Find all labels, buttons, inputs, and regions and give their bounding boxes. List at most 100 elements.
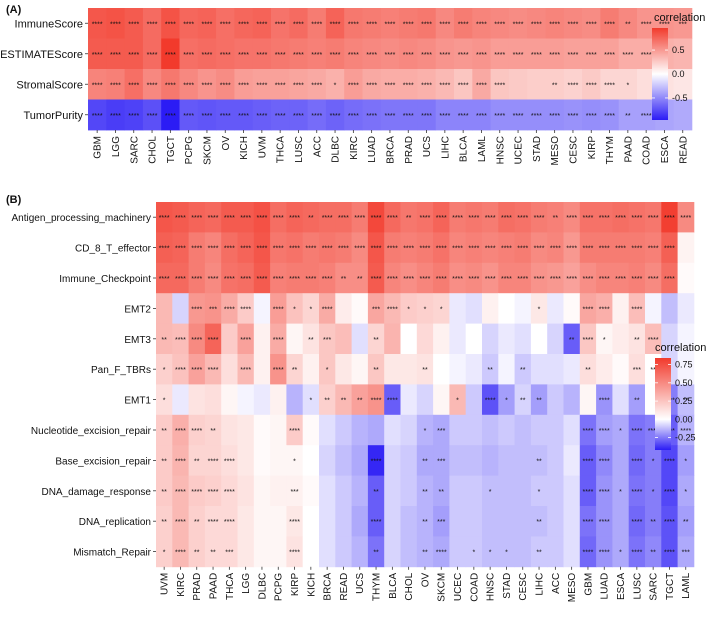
significance-label: ** bbox=[357, 398, 363, 405]
row-label: EMT2 bbox=[124, 304, 151, 315]
significance-label: **** bbox=[631, 276, 642, 283]
heatmap-cell bbox=[490, 38, 510, 70]
significance-label: **** bbox=[147, 52, 158, 59]
significance-label: **** bbox=[159, 276, 170, 283]
heatmap-cell bbox=[563, 384, 581, 416]
heatmap-cell bbox=[645, 506, 662, 537]
heatmap-cell bbox=[237, 202, 255, 233]
significance-label: **** bbox=[452, 276, 463, 283]
heatmap-cell bbox=[335, 384, 352, 416]
heatmap-cell bbox=[482, 323, 499, 355]
significance-label: **** bbox=[494, 52, 505, 59]
significance-label: **** bbox=[604, 21, 615, 28]
significance-label: **** bbox=[534, 215, 545, 222]
heatmap-cell bbox=[221, 202, 238, 233]
row-label: DNA_damage_response bbox=[41, 487, 151, 498]
heatmap-cell bbox=[270, 414, 287, 446]
significance-label: ** bbox=[552, 82, 558, 89]
heatmap-cell bbox=[270, 262, 287, 294]
significance-label: **** bbox=[680, 215, 691, 222]
heatmap-cell bbox=[221, 536, 238, 568]
heatmap-cell bbox=[490, 99, 510, 131]
significance-label: ** bbox=[161, 337, 167, 344]
column-label: TGCT bbox=[665, 573, 676, 600]
heatmap-cell bbox=[677, 536, 695, 568]
heatmap-cell bbox=[612, 202, 630, 233]
heatmap-cell bbox=[596, 414, 613, 446]
heatmap-cell bbox=[351, 384, 369, 416]
heatmap-cell bbox=[325, 69, 345, 100]
significance-label: **** bbox=[599, 215, 610, 222]
heatmap-cell bbox=[204, 445, 222, 476]
significance-label: **** bbox=[208, 246, 219, 253]
heatmap-cell bbox=[204, 414, 222, 446]
row-label: CD_8_T_effector bbox=[75, 244, 152, 255]
row-label: Pan_F_TBRs bbox=[91, 365, 151, 376]
significance-label: **** bbox=[289, 519, 300, 526]
heatmap-cell bbox=[400, 536, 418, 568]
significance-label: ** bbox=[373, 550, 379, 557]
row-label: Nucleotide_excision_repair bbox=[31, 426, 152, 437]
heatmap-cell bbox=[302, 202, 320, 233]
significance-label: **** bbox=[354, 246, 365, 253]
heatmap-cell bbox=[661, 323, 678, 355]
row-label: StromalScore bbox=[16, 79, 83, 91]
significance-label: **** bbox=[566, 215, 577, 222]
heatmap-cell bbox=[286, 445, 304, 476]
heatmap-cell bbox=[449, 262, 467, 294]
heatmap-cell bbox=[677, 323, 695, 355]
heatmap-cell bbox=[319, 475, 336, 507]
heatmap-cell bbox=[319, 384, 336, 416]
significance-label: ** bbox=[422, 550, 428, 557]
significance-label: **** bbox=[175, 489, 186, 496]
significance-label: **** bbox=[275, 82, 286, 89]
significance-label: ** bbox=[357, 276, 363, 283]
heatmap-cell bbox=[325, 8, 345, 39]
significance-label: **** bbox=[256, 215, 267, 222]
significance-label: **** bbox=[366, 82, 377, 89]
column-label: LUSC bbox=[632, 573, 643, 600]
significance-label: **** bbox=[664, 519, 675, 526]
heatmap-cell bbox=[156, 506, 173, 537]
heatmap-cell bbox=[319, 323, 336, 355]
significance-label: **** bbox=[421, 21, 432, 28]
heatmap-cell bbox=[530, 414, 548, 446]
heatmap-cell bbox=[618, 8, 638, 39]
heatmap-cell bbox=[237, 232, 255, 264]
significance-label: ** bbox=[373, 367, 379, 374]
significance-label: **** bbox=[273, 246, 284, 253]
column-label: THYM bbox=[605, 136, 616, 164]
column-label: MESO bbox=[567, 573, 578, 603]
heatmap-cell bbox=[677, 202, 695, 233]
significance-label: ** bbox=[161, 428, 167, 435]
significance-label: **** bbox=[293, 82, 304, 89]
heatmap-cell bbox=[161, 99, 180, 131]
column-label: DLBC bbox=[257, 573, 268, 600]
heatmap-cell bbox=[628, 354, 646, 385]
column-label: READ bbox=[678, 136, 689, 164]
heatmap-cell bbox=[253, 293, 271, 324]
significance-label: **** bbox=[92, 52, 103, 59]
heatmap-cell bbox=[221, 354, 238, 385]
heatmap-cell bbox=[400, 293, 418, 324]
heatmap-cell bbox=[465, 354, 483, 385]
heatmap-cell bbox=[582, 99, 601, 131]
heatmap-cell bbox=[302, 323, 320, 355]
significance-label: **** bbox=[273, 276, 284, 283]
significance-label: **** bbox=[384, 82, 395, 89]
heatmap-cell bbox=[362, 69, 382, 100]
heatmap-cell bbox=[325, 99, 345, 131]
significance-label: **** bbox=[582, 519, 593, 526]
heatmap-cell bbox=[637, 38, 656, 70]
heatmap-cell bbox=[579, 414, 597, 446]
heatmap-cell bbox=[367, 232, 385, 264]
significance-label: **** bbox=[604, 82, 615, 89]
significance-label: * bbox=[489, 550, 492, 557]
significance-label: **** bbox=[191, 306, 202, 313]
heatmap-cell bbox=[88, 69, 107, 100]
significance-label: **** bbox=[452, 246, 463, 253]
significance-label: * bbox=[619, 550, 622, 557]
significance-label: * bbox=[424, 306, 427, 313]
heatmap-cell bbox=[156, 475, 173, 507]
significance-label: **** bbox=[201, 82, 212, 89]
